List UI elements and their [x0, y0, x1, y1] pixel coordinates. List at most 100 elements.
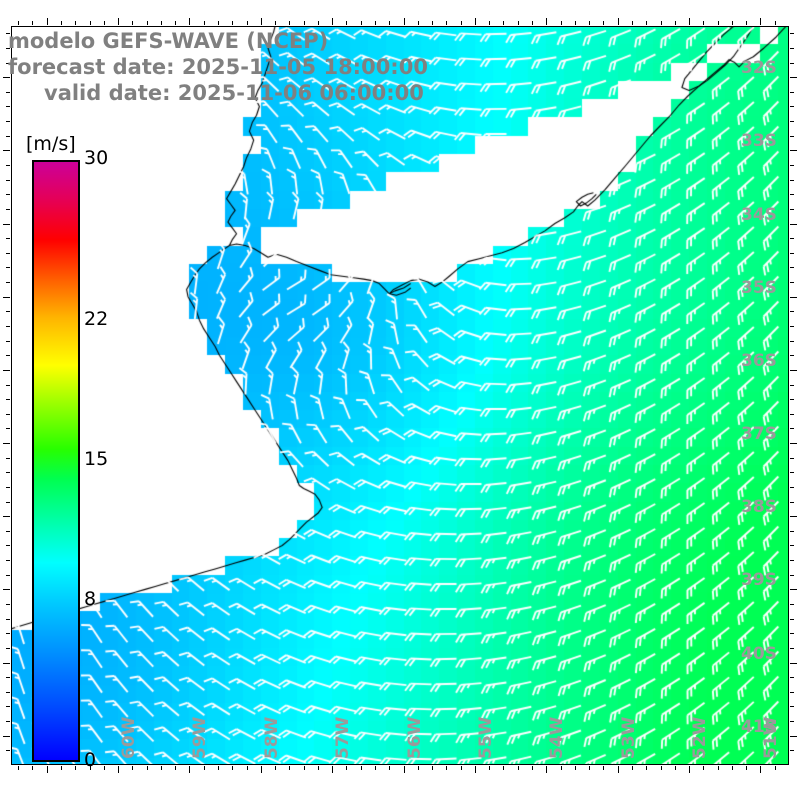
longitude-label: 56W: [404, 716, 425, 759]
colorbar-tick-label: 0: [84, 749, 97, 771]
axis-tick: [6, 33, 10, 34]
latitude-label: 36S: [741, 350, 777, 371]
axis-tick: [589, 21, 590, 25]
colorbar-gradient: [32, 160, 80, 762]
axis-tick: [689, 766, 690, 773]
axis-tick: [561, 21, 562, 25]
axis-tick: [790, 106, 794, 107]
axis-tick: [175, 21, 176, 25]
axis-tick: [790, 663, 797, 664]
axis-tick: [790, 238, 794, 239]
axis-tick: [6, 706, 10, 707]
axis-tick: [546, 766, 547, 773]
axis-tick: [790, 48, 794, 49]
axis-tick: [289, 766, 290, 770]
axis-tick: [6, 121, 10, 122]
latitude-label: 33S: [741, 131, 777, 152]
axis-tick: [3, 443, 10, 444]
axis-tick: [732, 21, 733, 25]
axis-tick: [75, 766, 76, 770]
axis-tick: [760, 18, 761, 25]
axis-tick: [304, 766, 305, 770]
axis-tick: [3, 77, 10, 78]
axis-tick: [6, 472, 10, 473]
axis-tick: [6, 458, 10, 459]
axis-tick: [6, 92, 10, 93]
axis-tick: [6, 531, 10, 532]
axis-tick: [189, 18, 190, 25]
longitude-label: 53W: [618, 716, 639, 759]
axis-tick: [790, 253, 794, 254]
axis-tick: [790, 428, 794, 429]
axis-tick: [6, 633, 10, 634]
axis-tick: [318, 21, 319, 25]
axis-tick: [18, 21, 19, 25]
axis-tick: [489, 766, 490, 770]
axis-tick: [790, 355, 794, 356]
axis-tick: [703, 766, 704, 770]
axis-tick: [90, 21, 91, 25]
axis-tick: [589, 766, 590, 770]
axis-tick: [732, 766, 733, 770]
axis-tick: [790, 385, 794, 386]
axis-tick: [661, 766, 662, 770]
axis-tick: [561, 766, 562, 770]
axis-tick: [746, 21, 747, 25]
axis-tick: [332, 18, 333, 25]
axis-tick: [603, 21, 604, 25]
axis-tick: [790, 370, 797, 371]
axis-tick: [790, 575, 794, 576]
axis-tick: [790, 414, 794, 415]
colorbar-tick-label: 8: [84, 588, 97, 611]
axis-tick: [790, 136, 794, 137]
axis-tick: [3, 224, 10, 225]
axis-tick: [790, 92, 794, 93]
axis-tick: [232, 766, 233, 770]
axis-tick: [6, 604, 10, 605]
axis-tick: [61, 766, 62, 770]
axis-tick: [790, 487, 794, 488]
axis-tick: [175, 766, 176, 770]
axis-tick: [703, 21, 704, 25]
axis-tick: [790, 706, 794, 707]
axis-tick: [418, 766, 419, 770]
axis-tick: [790, 209, 794, 210]
axis-tick: [746, 766, 747, 770]
axis-tick: [3, 150, 10, 151]
axis-tick: [446, 21, 447, 25]
axis-tick: [790, 267, 794, 268]
axis-tick: [6, 721, 10, 722]
axis-tick: [118, 18, 119, 25]
axis-tick: [218, 766, 219, 770]
latitude-label: 38S: [741, 497, 777, 518]
axis-tick: [6, 502, 10, 503]
latitude-label: 32S: [741, 58, 777, 79]
axis-tick: [532, 21, 533, 25]
axis-tick: [6, 648, 10, 649]
colorbar[interactable]: [32, 160, 80, 762]
axis-tick: [6, 355, 10, 356]
axis-tick: [3, 516, 10, 517]
axis-tick: [6, 750, 10, 751]
map-plot-area[interactable]: [11, 26, 789, 765]
axis-tick: [632, 766, 633, 770]
axis-tick: [375, 21, 376, 25]
axis-tick: [790, 721, 794, 722]
axis-tick: [6, 209, 10, 210]
axis-tick: [790, 633, 794, 634]
axis-tick: [61, 21, 62, 25]
axis-tick: [790, 692, 794, 693]
axis-tick: [790, 619, 794, 620]
axis-tick: [446, 766, 447, 770]
axis-tick: [632, 21, 633, 25]
axis-tick: [790, 326, 794, 327]
axis-tick: [790, 560, 794, 561]
axis-tick: [6, 180, 10, 181]
axis-tick: [790, 472, 794, 473]
axis-tick: [304, 21, 305, 25]
latitude-label: 37S: [741, 424, 777, 445]
axis-tick: [6, 238, 10, 239]
axis-tick: [132, 766, 133, 770]
axis-tick: [332, 766, 333, 773]
axis-tick: [689, 18, 690, 25]
